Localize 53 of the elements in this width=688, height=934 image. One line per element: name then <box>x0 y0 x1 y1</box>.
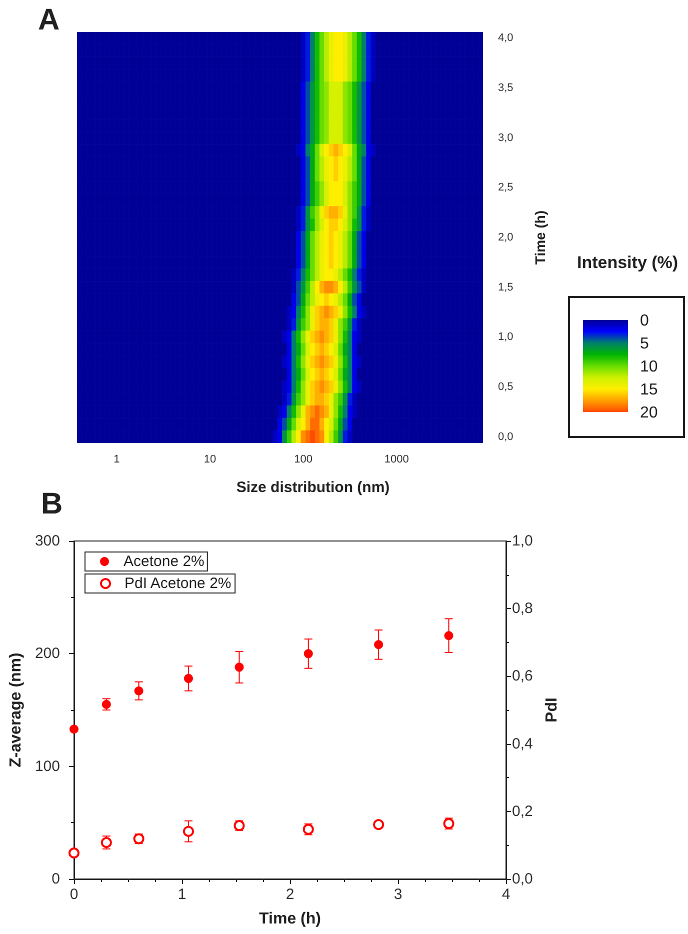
point <box>304 649 313 658</box>
y2-tick-label: 0,6 <box>512 668 533 685</box>
color-bar-title: Intensity (%) <box>577 253 678 272</box>
x-axis-title: Time (h) <box>259 910 321 928</box>
x-tick-label: 3 <box>394 886 402 903</box>
y-tick-label: 2,5 <box>498 182 514 194</box>
x-tick-label: 10 <box>204 454 216 466</box>
x-tick-label: 100 <box>294 454 313 466</box>
color-bar-label: 15 <box>640 382 658 399</box>
point <box>444 631 454 640</box>
point <box>184 674 193 683</box>
y2-tick-label: 0,8 <box>512 600 533 618</box>
point <box>134 686 144 696</box>
y-tick-label: 1,5 <box>498 281 514 294</box>
y-tick-label: 2,0 <box>498 232 514 244</box>
x-tick-label: 4 <box>502 886 510 903</box>
legend-label: PdI Acetone 2% <box>124 575 232 592</box>
y-tick-label: 0,5 <box>498 380 514 393</box>
point <box>234 662 244 672</box>
color-bar-label: 10 <box>640 358 658 376</box>
x-tick-label: 2 <box>286 886 294 903</box>
chart-title: B <box>41 488 63 520</box>
chart-title: A <box>38 4 60 36</box>
y-tick-label: 200 <box>34 645 60 662</box>
y2-tick-label: 0,4 <box>512 735 533 752</box>
y-tick-label: 0 <box>52 870 60 888</box>
y-tick-label: 3,5 <box>498 82 514 94</box>
y-tick-label: 1,0 <box>498 331 514 344</box>
x-tick-label: 1 <box>114 454 120 466</box>
y2-tick-label: 0,0 <box>512 870 533 888</box>
point <box>374 640 384 650</box>
point <box>182 826 194 837</box>
y-axis-title: Z-average (nm) <box>8 652 24 768</box>
y-tick-label: 0,0 <box>498 430 514 443</box>
y-axis-title: Time (h) <box>532 210 548 265</box>
y-tick-label: 4,0 <box>498 32 514 44</box>
color-bar-label: 5 <box>640 336 649 353</box>
x-tick-label: 0 <box>70 886 78 903</box>
x-axis-title: Size distribution (nm) <box>236 479 390 496</box>
legend-label: Acetone 2% <box>124 553 204 570</box>
color-bar-label: 0 <box>640 312 649 330</box>
point <box>68 847 80 858</box>
x-tick-label: 1000 <box>384 454 409 466</box>
color-bar-label: 20 <box>640 404 658 422</box>
point <box>373 819 384 830</box>
y2-axis-title: PdI <box>543 698 560 722</box>
y-tick-label: 100 <box>34 758 60 775</box>
y-tick-label: 300 <box>34 532 60 550</box>
y-tick-label: 3,0 <box>498 132 514 144</box>
point <box>70 724 78 734</box>
y2-tick-label: 1,0 <box>512 532 533 550</box>
x-tick-label: 1 <box>178 886 186 903</box>
y2-tick-label: 0,2 <box>512 802 533 820</box>
